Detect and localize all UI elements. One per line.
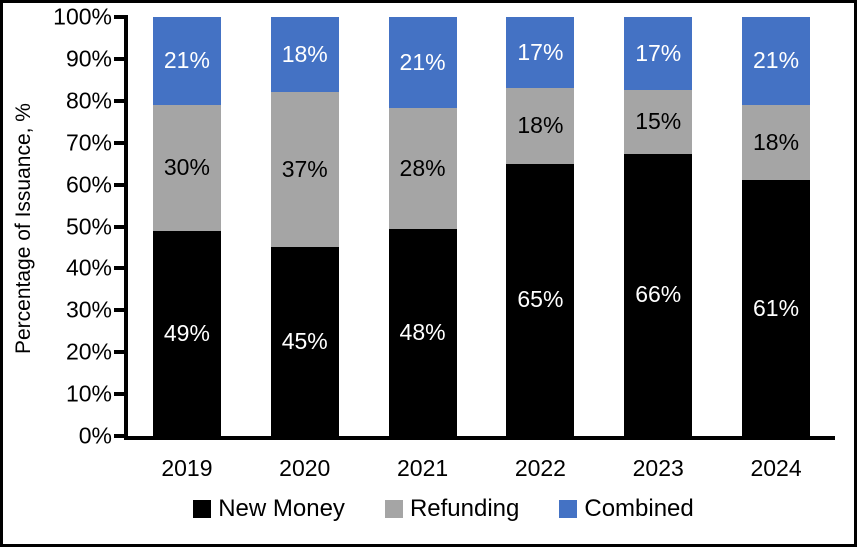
segment-new-money: 65% <box>506 163 575 436</box>
segment-refunding: 37% <box>270 92 339 248</box>
y-tick-label: 0% <box>78 422 112 449</box>
stacked-bar-2019: 21% 30% 49% <box>152 17 221 436</box>
bar-slot: 21% 30% 49% <box>128 17 246 436</box>
y-tick-label: 50% <box>65 213 112 239</box>
bar-slot: 17% 18% 65% <box>481 17 599 436</box>
y-axis-tick <box>114 98 128 103</box>
y-axis-tick <box>114 56 128 61</box>
data-label: 18% <box>281 41 328 68</box>
y-axis-tick <box>114 182 128 187</box>
y-tick-label: 60% <box>65 171 112 198</box>
segment-combined: 21% <box>152 17 221 105</box>
segment-refunding: 15% <box>624 89 693 154</box>
y-axis-tick <box>114 434 128 438</box>
stacked-bar-2020: 18% 37% 45% <box>270 17 339 436</box>
legend-item-refunding: Refunding <box>384 495 520 523</box>
data-label: 17% <box>635 39 682 66</box>
x-tick-label: 2021 <box>396 455 449 481</box>
bars-row: 21% 30% 49% 18% 37% 45% 21% 28% 48% 17% 18% 65% 17% 1… <box>128 17 835 436</box>
segment-new-money: 49% <box>152 230 221 436</box>
data-label: 30% <box>163 154 210 181</box>
x-tick-label: 2019 <box>161 455 213 481</box>
segment-refunding: 18% <box>506 88 575 164</box>
data-label: 49% <box>163 319 210 346</box>
segment-combined: 17% <box>624 17 693 90</box>
segment-new-money: 45% <box>270 247 339 436</box>
stacked-bar-2022: 17% 18% 65% <box>506 17 575 436</box>
data-label: 17% <box>517 39 564 66</box>
legend-label: Refunding <box>409 495 520 522</box>
x-tick-label: 2024 <box>750 455 802 481</box>
legend-label: New Money <box>218 495 345 522</box>
y-axis-tick <box>114 15 128 19</box>
y-axis-tick <box>114 224 128 229</box>
y-axis-tick <box>114 308 128 313</box>
stacked-bar-2023: 17% 15% 66% <box>624 17 693 436</box>
data-label: 66% <box>635 281 682 308</box>
data-label: 37% <box>281 156 328 183</box>
y-tick-label: 10% <box>65 380 112 407</box>
plot-area: 21% 30% 49% 18% 37% 45% 21% 28% 48% 17% 18% 65% 17% 1… <box>53 5 835 447</box>
segment-refunding: 18% <box>742 104 811 181</box>
segment-refunding: 28% <box>388 107 457 229</box>
data-label: 65% <box>517 286 564 313</box>
y-tick-label: 80% <box>65 87 112 114</box>
data-label: 21% <box>399 48 446 75</box>
legend-item-combined: Combined <box>559 495 694 523</box>
data-label: 48% <box>399 318 446 345</box>
segment-combined: 21% <box>742 17 811 105</box>
x-axis-labels: 2019 2020 2021 2022 2023 2024 <box>128 455 835 482</box>
segment-combined: 21% <box>388 17 457 108</box>
segment-new-money: 48% <box>388 228 457 436</box>
segment-refunding: 30% <box>152 104 221 231</box>
y-tick-label: 70% <box>65 129 112 156</box>
legend: New Money Refunding Combined <box>3 495 854 523</box>
stacked-bar-2024: 21% 18% 61% <box>742 17 811 436</box>
legend-swatch-icon <box>193 500 212 518</box>
data-label: 18% <box>753 129 800 156</box>
y-axis-tick <box>114 140 128 145</box>
y-tick-label: 20% <box>65 338 112 365</box>
segment-new-money: 66% <box>624 153 693 436</box>
y-tick-label: 30% <box>65 296 112 323</box>
data-label: 45% <box>281 328 328 355</box>
y-tick-label: 40% <box>65 254 112 281</box>
x-tick-label: 2022 <box>514 455 566 481</box>
legend-swatch-icon <box>559 500 578 518</box>
stacked-bar-2021: 21% 28% 48% <box>388 17 457 436</box>
data-label: 21% <box>163 47 210 74</box>
y-axis-title: Percentage of Issuance, % <box>12 103 35 354</box>
data-label: 61% <box>753 294 800 321</box>
y-axis-tick <box>114 266 128 271</box>
data-label: 21% <box>753 47 800 74</box>
segment-combined: 17% <box>506 17 575 89</box>
bar-slot: 18% 37% 45% <box>246 17 364 436</box>
y-axis-tick <box>114 392 128 397</box>
x-tick-label: 2020 <box>279 455 331 481</box>
y-axis-title-wrap: Percentage of Issuance, % <box>9 17 39 440</box>
segment-new-money: 61% <box>742 180 811 436</box>
legend-swatch-icon <box>384 500 403 518</box>
legend-item-new-money: New Money <box>193 495 345 523</box>
data-label: 18% <box>517 112 564 139</box>
bar-slot: 21% 18% 61% <box>717 17 835 436</box>
y-axis-tick <box>114 350 128 355</box>
x-tick-label: 2023 <box>632 455 684 481</box>
segment-combined: 18% <box>270 17 339 93</box>
bar-slot: 17% 15% 66% <box>599 17 717 436</box>
legend-label: Combined <box>584 495 694 522</box>
data-label: 15% <box>635 108 682 135</box>
bar-slot: 21% 28% 48% <box>364 17 482 436</box>
data-label: 28% <box>399 154 446 181</box>
y-tick-label: 100% <box>53 3 112 30</box>
y-tick-label: 90% <box>65 45 112 72</box>
